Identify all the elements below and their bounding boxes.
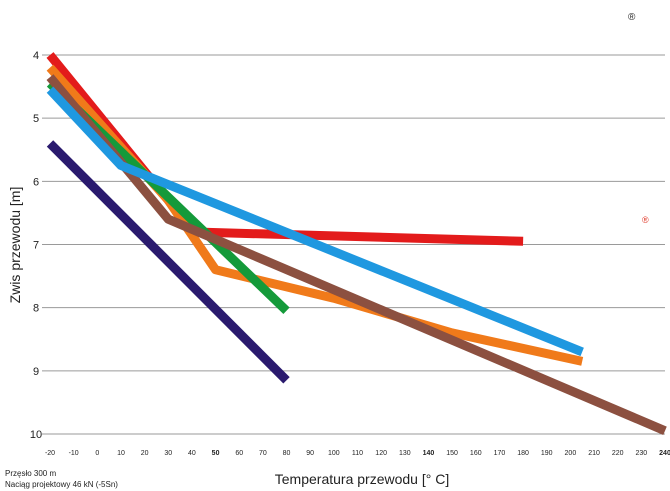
series-line-6: [46, 86, 584, 357]
registered-mark-right: ®: [642, 215, 649, 225]
x-axis-title: Temperatura przewodu [° C]: [275, 471, 449, 487]
x-tick-label: 180: [517, 450, 529, 457]
y-tick-label: 5: [33, 113, 39, 125]
y-tick-label: 9: [33, 366, 39, 378]
y-axis-title: Zwis przewodu [m]: [7, 187, 23, 304]
x-tick-label: 10: [117, 450, 125, 457]
x-tick-label: 240: [659, 450, 670, 457]
x-tick-label: -10: [69, 450, 79, 457]
y-tick-label: 10: [30, 429, 42, 441]
x-tick-label: 60: [235, 450, 243, 457]
x-tick-label: 210: [588, 450, 600, 457]
x-tick-label: 190: [541, 450, 553, 457]
y-tick-label: 6: [33, 176, 39, 188]
x-tick-labels: -20 -10 0 10 20 30 40 50 60 70 80 90 100 110 120 130 140…: [45, 450, 670, 457]
series-line-5: [46, 74, 667, 435]
x-tick-label: 140: [423, 450, 435, 457]
x-tick-label: 220: [612, 450, 624, 457]
x-tick-label: 30: [164, 450, 172, 457]
x-tick-label: 20: [141, 450, 149, 457]
y-tick-label: 4: [33, 50, 39, 62]
series-lines: [46, 52, 667, 435]
grid-lines: [42, 54, 665, 435]
x-tick-label: 100: [328, 450, 340, 457]
x-tick-label: 150: [446, 450, 458, 457]
x-tick-label: 160: [470, 450, 482, 457]
y-tick-label: 8: [33, 303, 39, 315]
x-tick-label: 230: [636, 450, 648, 457]
x-tick-label: 170: [494, 450, 506, 457]
y-tick-label: 7: [33, 240, 39, 252]
registered-mark-top: ®: [628, 12, 636, 23]
x-tick-label: 0: [95, 450, 99, 457]
span-note: Przęsło 300 m: [5, 469, 56, 478]
series-line-4: [46, 140, 290, 384]
x-tick-label: 110: [352, 450, 363, 457]
y-tick-labels: 4 5 6 7 8 9 10: [30, 50, 42, 441]
x-tick-label: 50: [212, 450, 220, 457]
x-tick-label: 200: [565, 450, 577, 457]
x-tick-label: 90: [306, 450, 314, 457]
x-tick-label: -20: [45, 450, 55, 457]
x-tick-label: 120: [375, 450, 387, 457]
x-tick-label: 40: [188, 450, 196, 457]
tension-note: Naciąg projektowy 46 kN (-5Sn): [5, 480, 118, 489]
x-tick-label: 130: [399, 450, 411, 457]
x-tick-label: 70: [259, 450, 267, 457]
x-tick-label: 80: [283, 450, 291, 457]
